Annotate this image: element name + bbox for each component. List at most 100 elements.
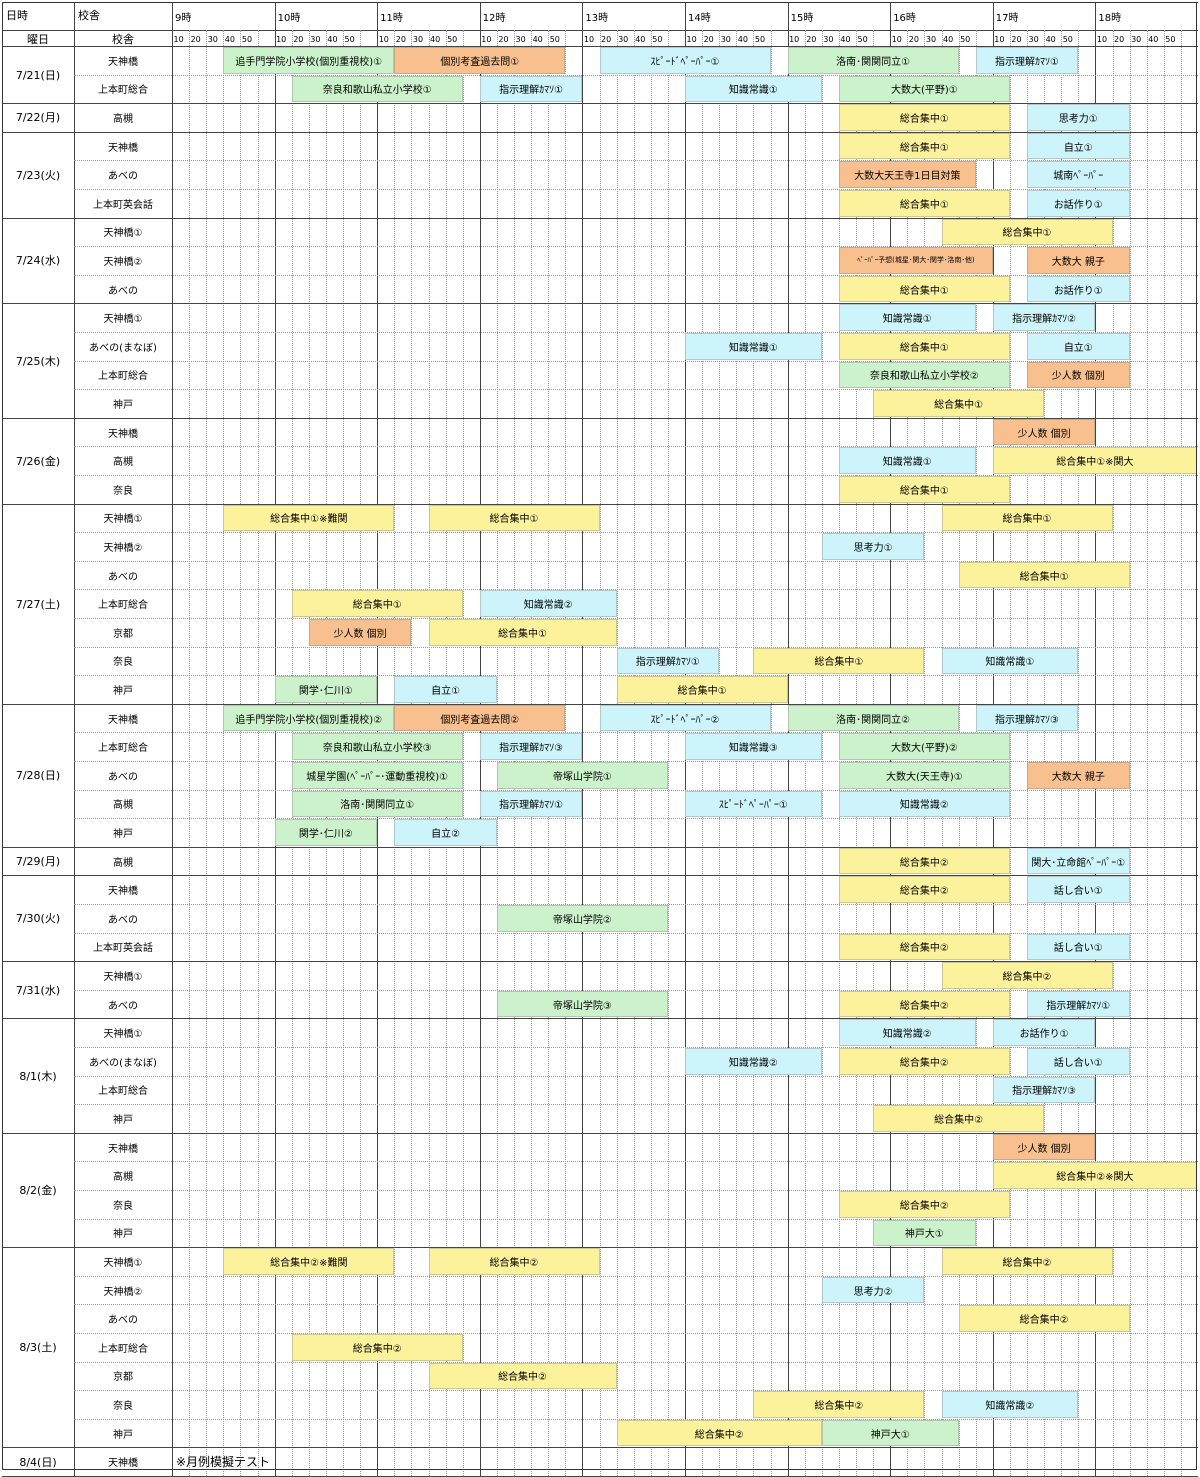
class-block[interactable]: 神戸大① (821, 1419, 959, 1447)
class-block[interactable]: 総合集中② (838, 933, 1010, 961)
class-block[interactable]: 総合集中① (941, 504, 1113, 532)
class-block[interactable]: お話作り① (992, 1019, 1096, 1046)
class-block[interactable]: 総合集中② (428, 1362, 617, 1390)
class-block[interactable]: 総合集中② (838, 1048, 1010, 1075)
class-block[interactable]: 総合集中①※関大 (992, 447, 1197, 474)
class-block[interactable]: 大数大 親子 (1027, 247, 1130, 274)
class-block[interactable]: 指示理解ｶﾏｿ① (479, 790, 583, 818)
class-block[interactable]: 総合集中② (291, 1334, 463, 1361)
class-block[interactable]: 知識常識② (838, 1019, 976, 1046)
class-block[interactable]: 城星学園(ﾍﾟｰﾊﾟｰ･運動重視校)① (291, 762, 463, 789)
class-block[interactable]: 知識常識① (941, 647, 1079, 675)
class-block[interactable]: 自立② (394, 819, 497, 846)
class-block[interactable]: 関大･立命館ﾍﾟｰﾊﾟｰ① (1027, 847, 1130, 875)
class-block[interactable]: 指示理解ｶﾏｿ① (975, 47, 1079, 74)
class-block[interactable]: 城南ﾍﾟｰﾊﾟｰ (1027, 161, 1130, 188)
class-block[interactable]: 総合集中① (753, 647, 925, 675)
class-block[interactable]: ｽﾋﾟｰﾄﾞﾍﾟｰﾊﾟｰ① (599, 47, 771, 74)
class-block[interactable]: お話作り① (1027, 275, 1130, 303)
class-block[interactable]: 関学･仁川① (274, 676, 378, 703)
class-block[interactable]: 総合集中① (838, 190, 1010, 217)
class-block[interactable]: 帝塚山学院③ (496, 990, 668, 1018)
class-block[interactable]: 自立① (1027, 333, 1130, 360)
class-block[interactable]: 少人数 個別 (1027, 361, 1130, 389)
class-block[interactable]: 少人数 個別 (992, 418, 1096, 446)
class-block[interactable]: 知識常識① (838, 447, 976, 474)
class-block[interactable]: 知識常識① (685, 75, 822, 103)
class-block[interactable]: 知識常識① (685, 333, 822, 360)
class-block[interactable]: 総合集中② (838, 1191, 1010, 1218)
class-block[interactable]: 総合集中②※関大 (992, 1162, 1197, 1189)
class-block[interactable]: ﾍﾟｰﾊﾟｰ予想(城星･関大･関学･洛南･他) (838, 247, 993, 274)
class-block[interactable]: 知識常識① (838, 304, 976, 331)
class-block[interactable]: 総合集中① (958, 561, 1130, 589)
class-block[interactable]: 思考力① (821, 533, 925, 560)
class-block[interactable]: 話し合い① (1027, 876, 1130, 903)
class-block[interactable]: 思考力② (821, 1276, 925, 1304)
class-block[interactable]: 指示理解ｶﾏｿ③ (975, 704, 1079, 732)
class-block[interactable]: 帝塚山学院① (496, 762, 668, 789)
class-block[interactable]: 洛南･関関同立② (787, 704, 959, 732)
class-block[interactable]: 総合集中② (753, 1391, 925, 1418)
class-block[interactable]: 大数大 親子 (1027, 762, 1130, 789)
class-block[interactable]: ｽﾋﾟｰﾄﾞﾍﾟｰﾊﾟｰ① (685, 790, 822, 818)
class-block[interactable]: 総合集中①※難関 (223, 504, 395, 532)
class-block[interactable]: 総合集中① (941, 218, 1113, 246)
class-block[interactable]: 知識常識② (941, 1391, 1079, 1418)
class-block[interactable]: 総合集中② (873, 1105, 1045, 1132)
class-block[interactable]: 奈良和歌山私立小学校③ (291, 733, 463, 760)
class-block[interactable]: 神戸大① (873, 1219, 976, 1247)
class-block[interactable]: 大数大(平野)① (838, 75, 1010, 103)
class-block[interactable]: 指示理解ｶﾏｿ③ (992, 1076, 1096, 1104)
class-block[interactable]: 総合集中① (616, 676, 788, 703)
class-block[interactable]: 指示理解ｶﾏｿ② (992, 304, 1096, 331)
class-block[interactable]: 知識常識② (838, 790, 1010, 818)
class-block[interactable]: 自立① (1027, 132, 1130, 160)
class-block[interactable]: 洛南･関関同立① (291, 790, 463, 818)
class-block[interactable]: 総合集中② (958, 1305, 1130, 1332)
class-block[interactable]: 指示理解ｶﾏｿ① (479, 75, 583, 103)
class-block[interactable]: 帝塚山学院② (496, 905, 668, 932)
class-block[interactable]: 関学･仁川② (274, 819, 378, 846)
class-block[interactable]: 洛南･関関同立① (787, 47, 959, 74)
class-block[interactable]: 総合集中② (941, 1248, 1113, 1275)
class-block[interactable]: 総合集中① (838, 275, 1010, 303)
class-block[interactable]: 総合集中② (838, 847, 1010, 875)
class-block[interactable]: ｽﾋﾟｰﾄﾞﾍﾟｰﾊﾟｰ② (599, 704, 771, 732)
class-block[interactable]: 総合集中① (838, 476, 1010, 503)
class-block[interactable]: 指示理解ｶﾏｿ③ (479, 733, 583, 760)
class-block[interactable]: 少人数 個別 (308, 619, 412, 646)
class-block[interactable]: 総合集中① (838, 132, 1010, 160)
class-block[interactable]: 奈良和歌山私立小学校① (291, 75, 463, 103)
class-block[interactable]: 自立① (394, 676, 497, 703)
class-block[interactable]: 指示理解ｶﾏｿ① (1027, 990, 1130, 1018)
class-block[interactable]: 知識常識② (479, 590, 617, 617)
class-block[interactable]: 大数大(平野)② (838, 733, 1010, 760)
class-block[interactable]: 思考力① (1027, 104, 1130, 131)
class-block[interactable]: 追手門学院小学校(個別重視校)① (223, 47, 395, 74)
class-block[interactable]: 知識常識② (685, 1048, 822, 1075)
class-block[interactable]: 総合集中② (838, 876, 1010, 903)
class-block[interactable]: 話し合い① (1027, 1048, 1130, 1075)
class-block[interactable]: 大数大天王寺1日目対策 (838, 161, 976, 188)
class-block[interactable]: 話し合い① (1027, 933, 1130, 961)
class-block[interactable]: 奈良和歌山私立小学校② (838, 361, 1010, 389)
class-block[interactable]: 総合集中① (428, 619, 617, 646)
class-block[interactable]: 総合集中② (616, 1419, 822, 1447)
class-block[interactable]: 個別考査過去問② (394, 704, 566, 732)
class-block[interactable]: 総合集中②※難関 (223, 1248, 395, 1275)
class-block[interactable]: 総合集中② (428, 1248, 600, 1275)
class-block[interactable]: 総合集中① (291, 590, 463, 617)
class-block[interactable]: 少人数 個別 (992, 1133, 1096, 1161)
class-block[interactable]: 総合集中① (428, 504, 600, 532)
class-block[interactable]: 知識常識③ (685, 733, 822, 760)
class-block[interactable]: お話作り① (1027, 190, 1130, 217)
class-block[interactable]: 総合集中② (941, 962, 1113, 989)
class-block[interactable]: 総合集中① (838, 104, 1010, 131)
class-block[interactable]: 総合集中① (838, 333, 1010, 360)
class-block[interactable]: 大数大(天王寺)① (838, 762, 1010, 789)
class-block[interactable]: 総合集中① (873, 390, 1045, 417)
class-block[interactable]: 追手門学院小学校(個別重視校)② (223, 704, 395, 732)
class-block[interactable]: 総合集中② (838, 990, 1010, 1018)
class-block[interactable]: 個別考査過去問① (394, 47, 566, 74)
